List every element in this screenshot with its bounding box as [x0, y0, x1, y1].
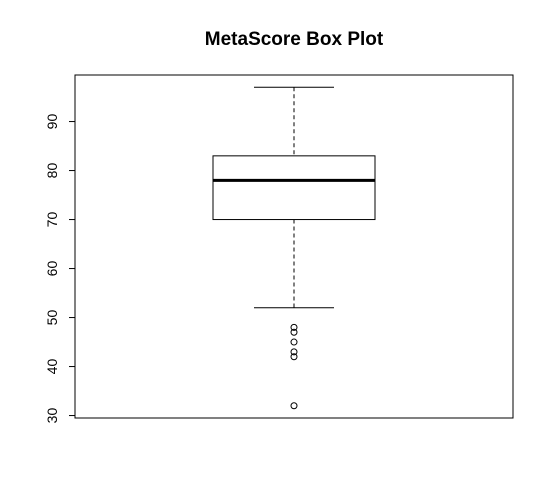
y-tick-label-40: 40: [44, 359, 60, 375]
iqr-box: [212, 155, 376, 221]
outlier-points: [290, 323, 298, 410]
outlier-point-3: [290, 348, 298, 356]
box-element: [212, 86, 376, 309]
y-tick-label-80: 80: [44, 163, 60, 179]
y-axis: 30 40 50 60 70 80 90: [44, 114, 76, 424]
y-tick-label-70: 70: [44, 212, 60, 228]
y-tick-label-30: 30: [44, 408, 60, 424]
outlier-point-4: [290, 353, 298, 361]
outlier-point-1: [290, 328, 298, 336]
outlier-point-5: [290, 402, 298, 410]
outlier-point-0: [290, 323, 298, 331]
outlier-point-2: [290, 338, 298, 346]
y-tick-label-50: 50: [44, 310, 60, 326]
plot-frame: [74, 74, 514, 419]
y-tick-label-60: 60: [44, 261, 60, 277]
y-tick-label-90: 90: [44, 114, 60, 130]
chart-title: MetaScore Box Plot: [205, 29, 384, 50]
